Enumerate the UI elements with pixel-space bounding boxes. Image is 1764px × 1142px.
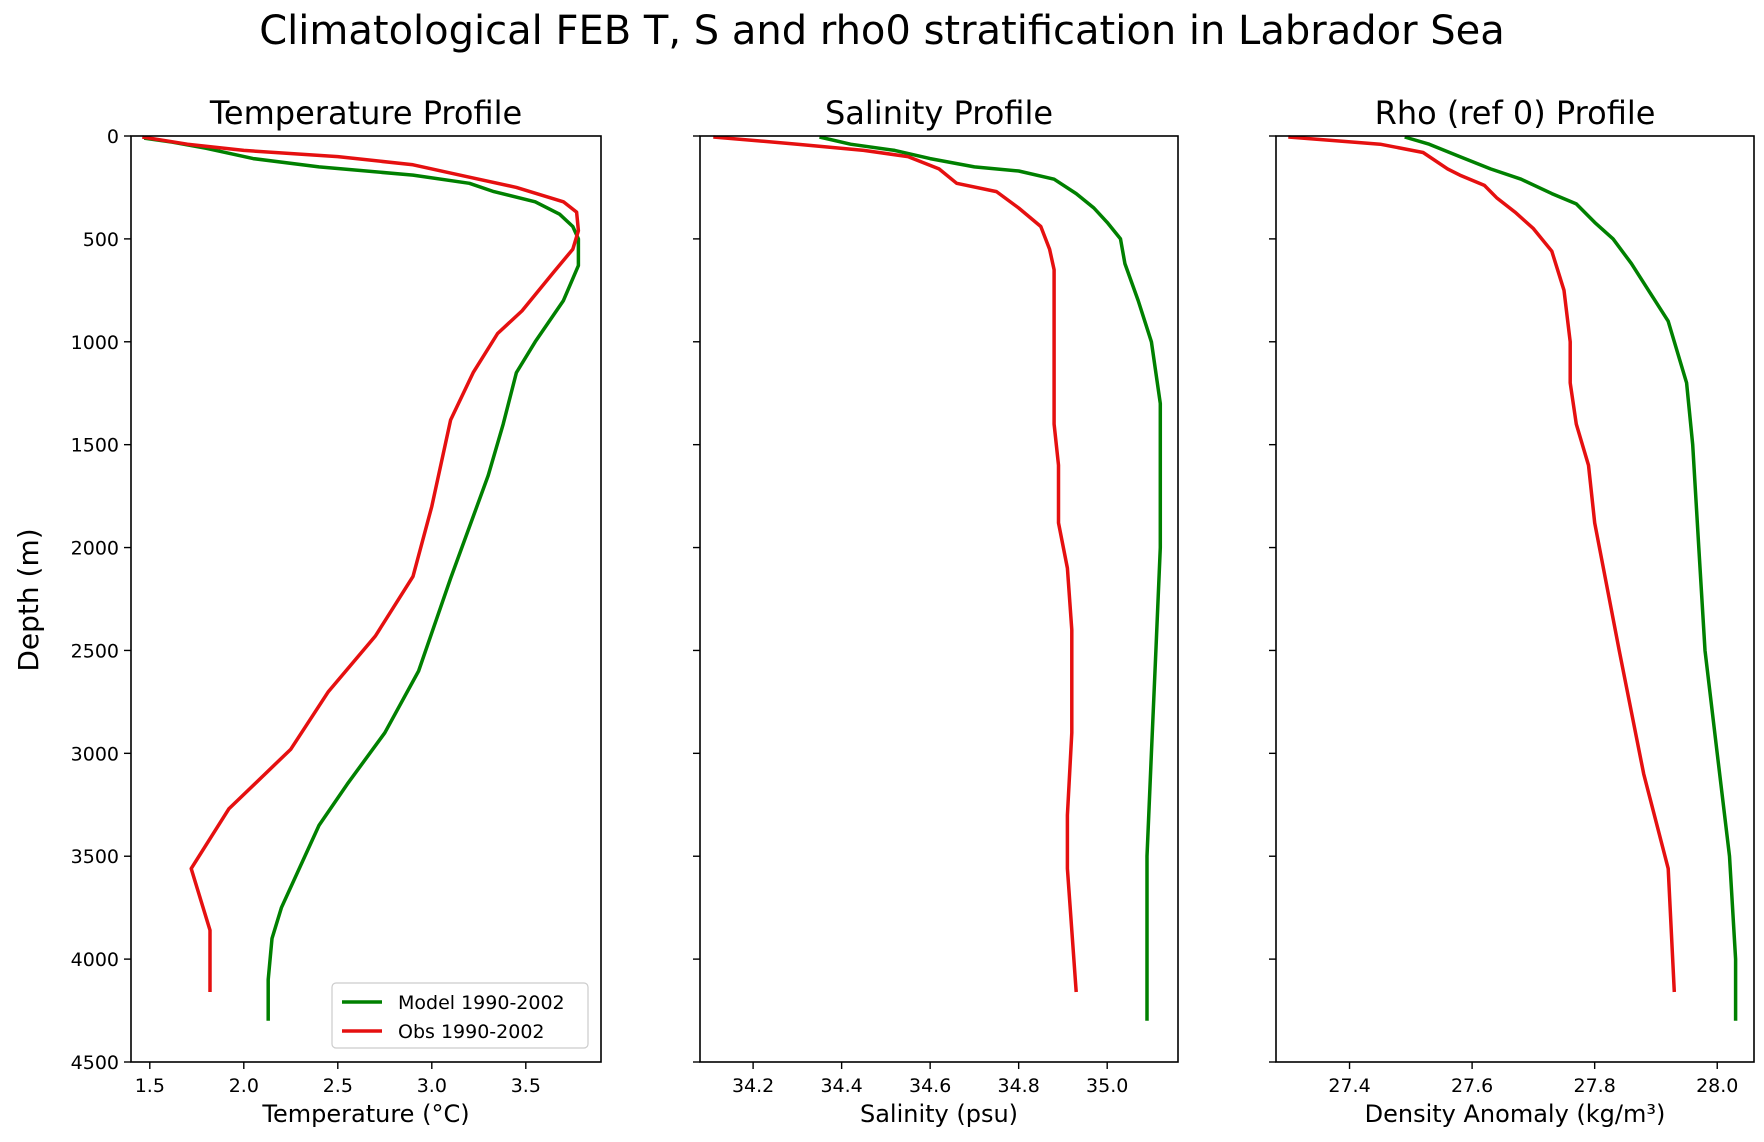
x-tick-label: 34.8: [998, 1075, 1040, 1097]
panel-3: Rho (ref 0) Profile 27.4 27.6 27.8 28.0 Densi…: [1269, 94, 1755, 1128]
x-axis-label: Temperature (°C): [261, 1100, 469, 1128]
x-tick-label: 34.6: [909, 1075, 951, 1097]
y-tick-label: 4000: [71, 949, 119, 971]
y-tick-label: 2500: [71, 640, 119, 662]
axes-frame: [1275, 135, 1755, 1063]
y-tick-label: 4500: [71, 1052, 119, 1074]
panel-title: Salinity Profile: [825, 94, 1053, 132]
x-tick-label: 27.4: [1328, 1075, 1370, 1097]
y-tick-label: 2000: [71, 538, 119, 560]
panel-1: Temperature Profile 1.5 2.0 2.5 3.0 3.5 0 500 10…: [71, 94, 602, 1128]
x-tick-label: 3.5: [511, 1075, 541, 1097]
x-tick-label: 34.2: [732, 1075, 774, 1097]
x-tick-label: 3.0: [417, 1075, 447, 1097]
panel-title: Rho (ref 0) Profile: [1375, 94, 1656, 132]
x-tick-label: 1.5: [135, 1075, 165, 1097]
x-tick-label: 2.0: [229, 1075, 259, 1097]
legend-entry: Model 1990-2002: [398, 992, 565, 1014]
panel-title: Temperature Profile: [209, 94, 522, 132]
axes-frame: [699, 135, 1179, 1063]
x-axis-label: Salinity (psu): [860, 1100, 1018, 1128]
x-tick-label: 28.0: [1696, 1075, 1738, 1097]
legend: Model 1990-2002 Obs 1990-2002: [331, 982, 589, 1049]
axes-frame: [130, 135, 602, 1063]
x-tick-label: 27.8: [1574, 1075, 1616, 1097]
x-tick-label: 35.0: [1086, 1075, 1128, 1097]
y-tick-label: 3500: [71, 846, 119, 868]
y-tick-label: 1500: [71, 435, 119, 457]
y-tick-label: 0: [107, 126, 119, 148]
panels: Temperature Profile 1.5 2.0 2.5 3.0 3.5 0 500 10…: [71, 94, 1755, 1128]
y-tick-label: 3000: [71, 743, 119, 765]
series-line-obs: [1288, 135, 1677, 993]
y-tick-label: 500: [83, 229, 119, 251]
series-line-obs: [713, 135, 1078, 993]
x-tick-label: 34.4: [820, 1075, 862, 1097]
legend-entry: Obs 1990-2002: [398, 1021, 545, 1043]
x-tick-label: 2.5: [323, 1075, 353, 1097]
legend-box: [331, 982, 589, 1049]
x-tick-label: 27.6: [1451, 1075, 1493, 1097]
x-axis-label: Density Anomaly (kg/m³): [1365, 1100, 1666, 1128]
figure-ylabel: Depth (m): [12, 528, 45, 671]
y-tick-label: 1000: [71, 332, 119, 354]
figure-title: Climatological FEB T, S and rho0 stratif…: [259, 8, 1505, 54]
series-line-model: [143, 136, 581, 1021]
series-line-obs: [142, 135, 581, 992]
panel-2: Salinity Profile 34.2 34.4 34.6 34.8 35.0 Sali…: [693, 94, 1179, 1128]
series-line-model: [819, 135, 1163, 1021]
series-line-model: [1404, 135, 1738, 1021]
